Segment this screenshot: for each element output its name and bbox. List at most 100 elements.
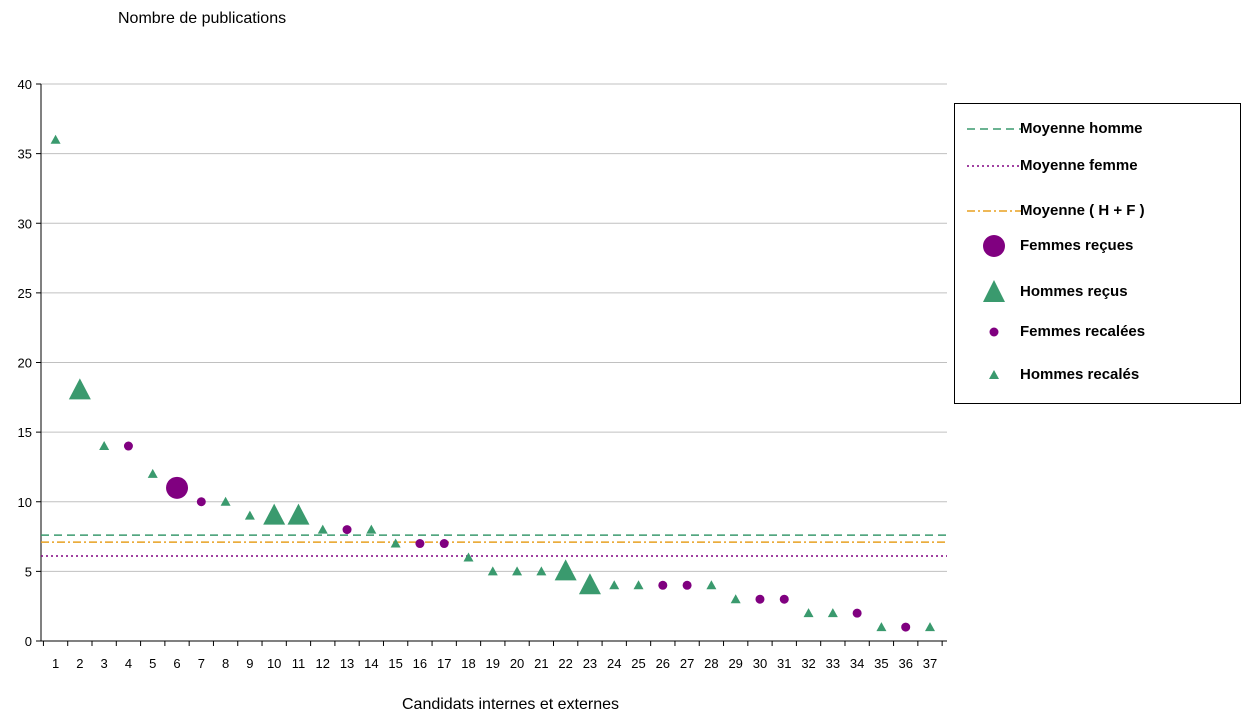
data-points — [50, 134, 935, 632]
point-femme-recalee — [123, 441, 133, 451]
legend-label: Moyenne femme — [1020, 157, 1138, 174]
y-tick-label: 0 — [25, 634, 32, 649]
x-axis-title: Candidats internes et externes — [402, 696, 620, 713]
legend-label: Femmes reçues — [1020, 237, 1134, 254]
legend-item-moyenne-femme: Moyenne femme — [955, 153, 1240, 179]
point-homme-recale — [147, 468, 158, 478]
x-tick-label: 34 — [850, 656, 864, 671]
point-homme-recale — [536, 566, 547, 576]
x-tick-label: 14 — [364, 656, 378, 671]
y-tick-label: 20 — [18, 356, 32, 371]
x-tick-label: 15 — [388, 656, 402, 671]
point-homme-recu — [578, 573, 601, 595]
x-tick-label: 17 — [437, 656, 451, 671]
x-tick-label: 36 — [898, 656, 912, 671]
legend-item-femmes-recues: Femmes reçues — [955, 233, 1240, 259]
legend-label: Hommes recalés — [1020, 366, 1140, 383]
y-tick-label: 35 — [18, 147, 32, 162]
point-femme-recue — [166, 476, 189, 499]
point-homme-recu — [287, 503, 310, 525]
gridlines — [41, 83, 947, 572]
x-tick-label: 8 — [222, 656, 229, 671]
large-circle-icon — [983, 235, 1005, 257]
point-homme-recale — [50, 134, 61, 144]
point-femme-recalee — [196, 497, 206, 507]
point-homme-recale — [390, 538, 401, 548]
x-tick-label: 37 — [923, 656, 937, 671]
point-femme-recalee — [682, 580, 692, 590]
point-femme-recalee — [415, 539, 425, 549]
legend-label: Moyenne homme — [1020, 120, 1143, 137]
point-homme-recale — [730, 594, 741, 604]
y-tick-label: 5 — [25, 564, 32, 579]
x-tick-label: 18 — [461, 656, 475, 671]
x-tick-label: 19 — [486, 656, 500, 671]
y-axis-title: Nombre de publications — [118, 10, 287, 27]
x-tick-label: 1 — [52, 656, 59, 671]
large-triangle-icon — [983, 280, 1005, 302]
x-tick-label: 11 — [292, 656, 306, 671]
point-femme-recalee — [779, 594, 789, 604]
point-homme-recale — [463, 552, 474, 562]
x-tick-label: 23 — [583, 656, 597, 671]
x-tick-label: 13 — [340, 656, 354, 671]
legend-item-moyenne-homme: Moyenne homme — [955, 116, 1240, 142]
y-tick-label: 30 — [18, 216, 32, 231]
point-homme-recale — [512, 566, 523, 576]
small-circle-icon — [989, 327, 999, 337]
point-femme-recalee — [852, 608, 862, 618]
point-homme-recale — [633, 580, 644, 590]
y-tick-label: 15 — [18, 425, 32, 440]
legend-item-hommes-recales: Hommes recalés — [955, 362, 1240, 388]
point-femme-recalee — [342, 525, 352, 535]
x-tick-label: 6 — [173, 656, 180, 671]
x-tick-label: 7 — [198, 656, 205, 671]
x-tick-label: 4 — [125, 656, 132, 671]
x-tick-label: 28 — [704, 656, 718, 671]
x-tick-label: 20 — [510, 656, 524, 671]
x-tick-label: 22 — [558, 656, 572, 671]
point-homme-recale — [99, 441, 110, 451]
dash-dot-line-icon — [967, 210, 1021, 212]
legend-item-femmes-recalees: Femmes recalées — [955, 319, 1240, 345]
x-tick-label: 32 — [801, 656, 815, 671]
point-homme-recu — [263, 503, 286, 525]
x-tick-label: 35 — [874, 656, 888, 671]
x-tick-label: 27 — [680, 656, 694, 671]
x-tick-label: 24 — [607, 656, 621, 671]
legend-label: Femmes recalées — [1020, 323, 1146, 340]
point-homme-recale — [706, 580, 717, 590]
x-tick-label: 30 — [753, 656, 767, 671]
x-tick-label: 33 — [826, 656, 840, 671]
x-tick-label: 10 — [267, 656, 281, 671]
point-homme-recale — [803, 608, 814, 618]
x-tick-label: 16 — [413, 656, 427, 671]
point-homme-recale — [487, 566, 498, 576]
point-homme-recale — [827, 608, 838, 618]
x-tick-label: 12 — [316, 656, 330, 671]
point-femme-recalee — [901, 622, 911, 632]
point-homme-recale — [244, 510, 255, 520]
point-homme-recale — [220, 496, 231, 506]
point-femme-recalee — [658, 580, 668, 590]
y-tick-label: 10 — [18, 495, 32, 510]
point-homme-recu — [554, 559, 577, 581]
x-tick-label: 5 — [149, 656, 156, 671]
y-tick-label: 25 — [18, 286, 32, 301]
point-femme-recalee — [439, 539, 449, 549]
dashed-line-icon — [967, 128, 1021, 130]
x-tick-label: 9 — [246, 656, 253, 671]
dotted-line-icon — [967, 165, 1021, 167]
small-triangle-icon — [989, 370, 999, 379]
x-tick-label: 31 — [777, 656, 791, 671]
legend-item-moyenne-hf: Moyenne ( H + F ) — [955, 198, 1240, 224]
legend: Moyenne homme Moyenne femme Moyenne ( H … — [954, 103, 1241, 404]
point-homme-recale — [317, 524, 328, 534]
legend-label: Moyenne ( H + F ) — [1020, 202, 1145, 219]
x-tick-label: 26 — [656, 656, 670, 671]
x-tick-label: 2 — [76, 656, 83, 671]
point-homme-recale — [876, 622, 887, 632]
point-homme-recale — [609, 580, 620, 590]
